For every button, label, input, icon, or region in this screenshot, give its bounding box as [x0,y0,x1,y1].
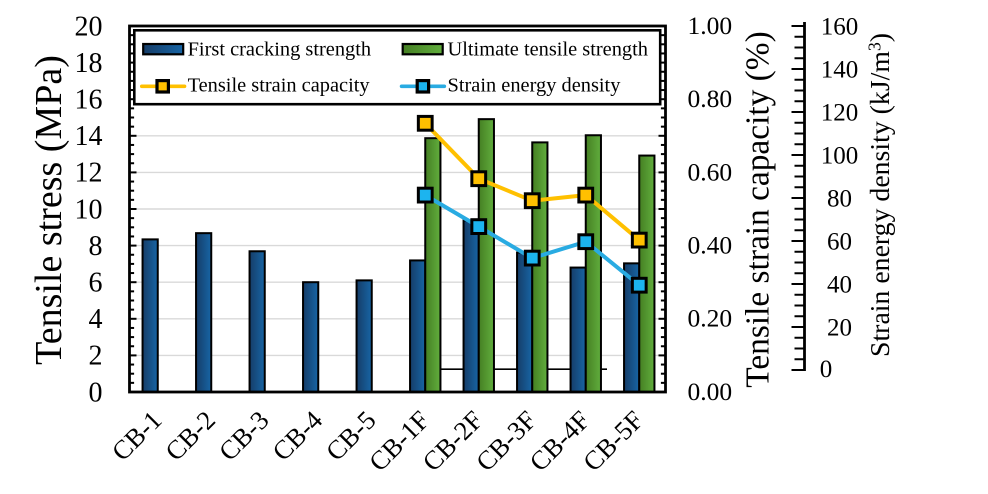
svg-text:40: 40 [827,271,852,298]
svg-text:6: 6 [89,268,103,299]
svg-text:10: 10 [75,194,103,225]
svg-text:12: 12 [75,158,103,189]
svg-text:0.80: 0.80 [688,84,733,113]
svg-text:0.00: 0.00 [688,377,733,406]
svg-text:60: 60 [827,228,852,255]
svg-text:Tensile strain capacity (%): Tensile strain capacity (%) [740,31,777,387]
svg-text:4: 4 [89,304,103,335]
svg-text:14: 14 [75,121,103,152]
svg-text:0: 0 [89,377,103,408]
svg-text:20: 20 [827,314,852,341]
svg-text:0.40: 0.40 [688,231,733,260]
svg-text:80: 80 [827,185,852,212]
svg-text:Strain energy density (kJ/m3): Strain energy density (kJ/m3) [864,33,896,357]
svg-text:18: 18 [75,48,103,79]
svg-text:8: 8 [89,231,103,262]
svg-text:140: 140 [821,56,859,83]
svg-text:Strain energy density: Strain energy density [448,75,622,97]
svg-text:0: 0 [820,356,833,383]
svg-text:2: 2 [89,341,103,372]
svg-text:160: 160 [821,13,859,40]
svg-text:120: 120 [821,99,859,126]
svg-text:Tensile stress (MPa): Tensile stress (MPa) [28,55,70,365]
svg-text:0.20: 0.20 [688,304,733,333]
svg-text:0.60: 0.60 [688,157,733,186]
svg-text:16: 16 [75,85,103,116]
svg-text:20: 20 [75,11,103,42]
svg-text:First cracking strength: First cracking strength [188,38,371,60]
svg-text:Tensile strain capacity: Tensile strain capacity [188,75,371,97]
svg-text:1.00: 1.00 [688,11,733,40]
svg-text:Ultimate tensile strength: Ultimate tensile strength [448,38,648,60]
svg-text:100: 100 [821,142,859,169]
